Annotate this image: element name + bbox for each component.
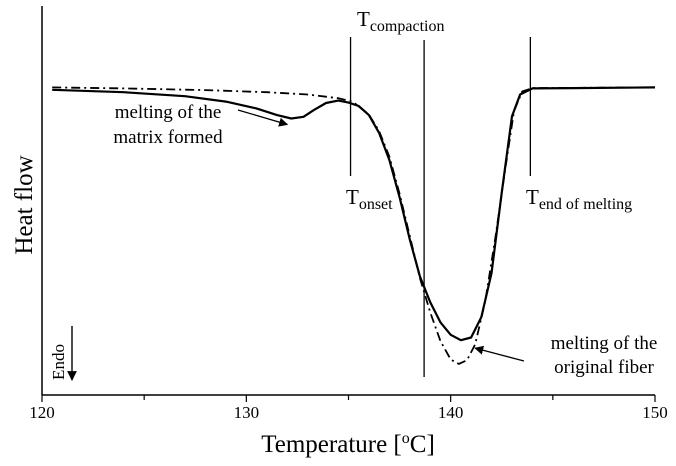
x-tick-label: 120 xyxy=(29,403,55,422)
reference-line-label: Tcompaction xyxy=(357,7,444,35)
reference-line-label: Tonset xyxy=(346,185,393,213)
annotation-arrow xyxy=(474,345,525,362)
annotation-text: melting of the original fiber xyxy=(551,333,658,378)
x-axis-ticks xyxy=(41,395,656,402)
x-axis-tick-labels: 120 130 140 150 xyxy=(29,403,668,422)
annotation-text: melting of the matrix formed xyxy=(113,102,223,148)
x-axis-label: Temperature [oC] xyxy=(261,430,435,458)
solid-series-line xyxy=(52,86,656,342)
data-series xyxy=(52,86,656,365)
annotations: melting of the matrix formed melting of th… xyxy=(113,102,657,378)
annotation-arrow xyxy=(237,109,289,127)
x-tick-label: 140 xyxy=(438,403,464,422)
dash-dot-series-line xyxy=(52,86,656,365)
reference-line-label: Tend of melting xyxy=(526,185,632,213)
endo-label: Endo xyxy=(49,344,68,380)
reference-lines: Tonset Tcompaction Tend of melting xyxy=(346,7,632,377)
y-axis-label: Heat flow xyxy=(11,155,38,254)
x-tick-label: 130 xyxy=(234,403,260,422)
x-tick-label: 150 xyxy=(642,403,668,422)
